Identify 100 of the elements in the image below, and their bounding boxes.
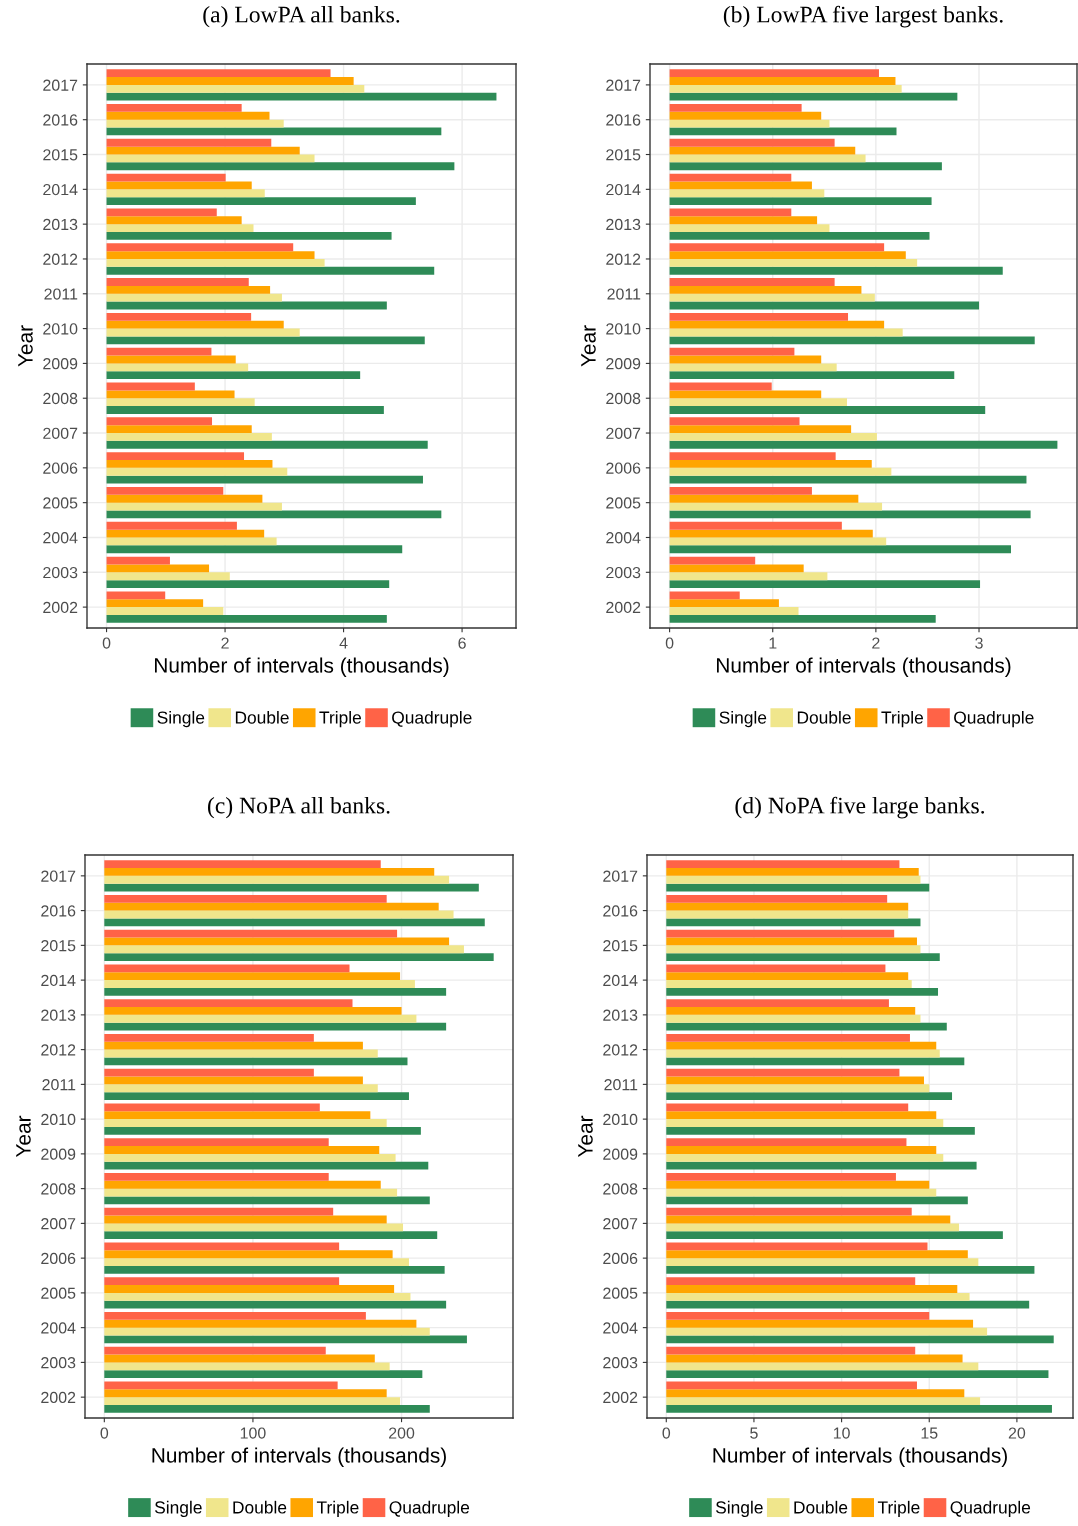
bar	[104, 1397, 401, 1405]
bar	[106, 77, 354, 85]
bar	[106, 84, 365, 93]
bar	[104, 1041, 363, 1050]
chart-title: (b) LowPA five largest banks.	[723, 5, 1003, 28]
bar	[669, 138, 835, 147]
bar	[669, 580, 981, 588]
bar	[669, 545, 1011, 554]
bar	[106, 216, 242, 225]
bar	[669, 614, 936, 623]
bar	[666, 1172, 896, 1181]
bar	[669, 502, 883, 511]
bar	[104, 945, 464, 954]
y-tick-label: 2008	[43, 392, 78, 405]
bar	[666, 1250, 968, 1259]
chart-title: (d) NoPA five large banks.	[735, 796, 985, 819]
bar	[669, 440, 1058, 449]
bar	[104, 1049, 378, 1058]
x-tick-label: 6	[458, 637, 466, 649]
bar	[666, 1300, 1030, 1309]
bar	[666, 860, 900, 869]
bar	[104, 902, 439, 911]
bar	[669, 92, 958, 101]
bar	[104, 1312, 366, 1320]
bar	[104, 1172, 329, 1181]
y-tick-label: 2007	[43, 427, 78, 439]
bar	[666, 1041, 937, 1050]
y-tick-label: 2009	[43, 358, 78, 370]
bar	[666, 1354, 963, 1363]
bar	[104, 1161, 429, 1170]
bar	[669, 363, 837, 372]
bar	[669, 312, 849, 321]
bar	[106, 293, 282, 302]
bar	[669, 467, 892, 476]
y-tick-label: 2013	[606, 218, 641, 231]
x-tick-label: 2	[872, 637, 880, 649]
bar	[669, 537, 887, 546]
bar	[666, 875, 921, 884]
y-tick-label: 2003	[41, 1357, 76, 1369]
y-tick-label: 2013	[603, 1009, 638, 1021]
bar	[106, 285, 271, 294]
bar	[669, 146, 856, 155]
y-tick-label: 2003	[606, 566, 641, 579]
bar	[669, 258, 918, 267]
bar	[106, 371, 361, 380]
bar	[669, 162, 942, 171]
bar	[104, 1327, 430, 1336]
bar	[106, 398, 255, 407]
bar	[666, 1285, 958, 1293]
bar	[106, 189, 265, 198]
bar	[106, 591, 166, 600]
y-tick-label: 2002	[43, 601, 78, 614]
bar	[666, 1188, 937, 1197]
y-tick-label: 2004	[41, 1322, 76, 1334]
legend-label: Single	[154, 1500, 202, 1518]
legend-label: Double	[794, 1500, 848, 1514]
bar	[669, 231, 930, 240]
bar	[669, 77, 896, 85]
y-tick-label: 2008	[41, 1183, 76, 1195]
y-tick-label: 2017	[43, 79, 78, 91]
y-tick-label: 2005	[603, 1287, 638, 1299]
bar	[104, 1381, 338, 1390]
bar	[666, 1049, 940, 1058]
bar	[104, 1103, 320, 1112]
legend-label: Triple	[877, 1500, 920, 1518]
chart-title: (c) NoPA all banks.	[207, 796, 390, 819]
y-tick-label: 2015	[603, 939, 638, 952]
bar	[106, 197, 416, 205]
y-tick-label: 2009	[41, 1148, 76, 1160]
y-tick-label: 2012	[603, 1044, 638, 1056]
legend-label: Quadruple	[392, 710, 472, 728]
bar	[106, 320, 284, 329]
bar	[666, 1223, 960, 1232]
bar	[666, 868, 919, 876]
bar	[669, 460, 872, 468]
bar	[669, 251, 906, 259]
y-tick-label: 2014	[606, 183, 641, 196]
x-tick-label: 4	[339, 637, 348, 649]
bar	[106, 347, 212, 356]
x-tick-label: 200	[389, 1427, 415, 1439]
y-tick-label: 2017	[41, 870, 76, 882]
bar	[106, 607, 224, 615]
bar	[666, 1161, 977, 1170]
y-tick-label: 2008	[603, 1183, 638, 1195]
bar	[104, 1033, 314, 1042]
y-tick-label: 2005	[43, 497, 78, 509]
bar	[106, 251, 315, 259]
bar	[669, 475, 1027, 484]
bar	[669, 285, 862, 294]
bar	[666, 883, 930, 892]
bar	[104, 1223, 404, 1232]
bar	[106, 487, 224, 495]
x-axis-title: Number of intervals (thousands)	[717, 657, 1011, 677]
bar	[104, 1022, 447, 1031]
bar	[666, 1180, 930, 1189]
bar	[666, 1258, 979, 1266]
bar	[666, 1397, 981, 1405]
y-tick-label: 2017	[603, 870, 638, 882]
bar	[669, 406, 986, 414]
y-tick-label: 2005	[606, 497, 641, 509]
